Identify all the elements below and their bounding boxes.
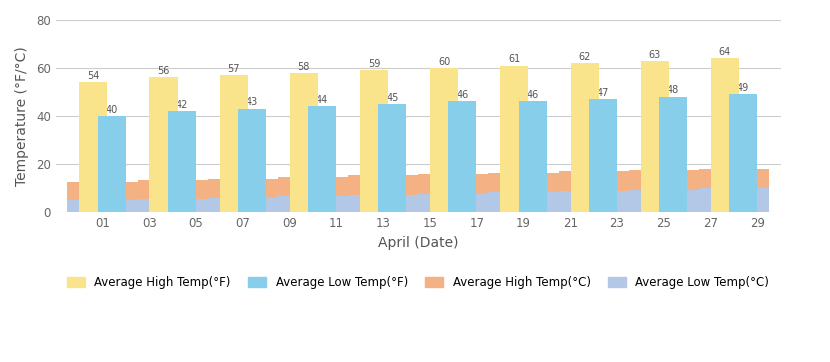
Text: 63: 63 xyxy=(648,50,661,59)
Bar xyxy=(238,109,266,212)
Text: 48: 48 xyxy=(666,85,679,96)
Text: 7.1: 7.1 xyxy=(384,184,400,194)
Text: 62: 62 xyxy=(579,52,591,62)
Text: 15.7: 15.7 xyxy=(433,163,455,173)
Bar xyxy=(220,75,247,212)
Text: 12.3: 12.3 xyxy=(83,172,104,181)
Text: 60: 60 xyxy=(438,57,451,67)
Text: 45: 45 xyxy=(386,93,398,103)
Text: 46: 46 xyxy=(526,90,539,100)
Bar xyxy=(699,188,769,212)
Text: 42: 42 xyxy=(176,100,188,110)
Bar xyxy=(430,68,458,212)
Text: 8.0: 8.0 xyxy=(525,182,540,192)
Bar xyxy=(448,101,476,212)
Bar xyxy=(659,97,687,212)
Text: 9.7: 9.7 xyxy=(735,178,751,188)
Bar xyxy=(699,169,769,212)
Bar xyxy=(629,190,699,212)
Bar xyxy=(348,176,418,212)
Bar xyxy=(500,66,529,212)
Text: 47: 47 xyxy=(597,88,609,98)
Bar xyxy=(710,58,739,212)
Bar xyxy=(488,173,559,212)
Text: 58: 58 xyxy=(298,62,310,72)
Text: 64: 64 xyxy=(719,47,731,57)
Text: 16.2: 16.2 xyxy=(504,162,525,172)
Text: 4.7: 4.7 xyxy=(104,190,120,200)
Bar xyxy=(308,106,336,212)
Text: 6.7: 6.7 xyxy=(315,185,330,195)
Text: 61: 61 xyxy=(508,54,520,64)
Bar xyxy=(278,195,348,212)
Text: 8.6: 8.6 xyxy=(595,180,610,190)
Bar xyxy=(348,195,418,212)
Bar xyxy=(519,101,547,212)
Bar xyxy=(570,63,598,212)
Text: 13.1: 13.1 xyxy=(153,169,174,180)
Bar xyxy=(729,94,757,212)
Text: 54: 54 xyxy=(87,71,100,81)
Bar xyxy=(378,104,407,212)
Legend: Average High Temp(°F), Average Low Temp(°F), Average High Temp(°C), Average Low : Average High Temp(°F), Average Low Temp(… xyxy=(62,271,774,294)
Bar xyxy=(138,180,208,212)
Bar xyxy=(168,111,196,212)
Bar xyxy=(98,116,125,212)
Text: 49: 49 xyxy=(737,83,749,93)
Text: 14.5: 14.5 xyxy=(293,166,315,176)
Bar xyxy=(208,198,278,212)
Text: 16.8: 16.8 xyxy=(574,161,595,171)
Text: 56: 56 xyxy=(158,66,169,76)
X-axis label: April (Date): April (Date) xyxy=(378,236,458,251)
Bar xyxy=(629,170,699,212)
Text: 13.8: 13.8 xyxy=(223,168,244,178)
Bar xyxy=(67,182,138,212)
Bar xyxy=(80,82,107,212)
Y-axis label: Temperature (°F/°C): Temperature (°F/°C) xyxy=(15,46,29,186)
Bar xyxy=(488,193,559,212)
Bar xyxy=(67,201,138,212)
Text: 17.3: 17.3 xyxy=(644,160,666,169)
Bar xyxy=(559,171,629,212)
Text: 59: 59 xyxy=(368,59,380,69)
Text: 44: 44 xyxy=(316,95,328,105)
Bar xyxy=(641,61,669,212)
Text: 5.9: 5.9 xyxy=(244,187,260,197)
Bar xyxy=(208,178,278,212)
Bar xyxy=(138,199,208,212)
Text: 43: 43 xyxy=(246,97,258,108)
Bar xyxy=(149,77,178,212)
Text: 57: 57 xyxy=(227,64,240,74)
Text: 17.7: 17.7 xyxy=(714,159,735,169)
Text: 46: 46 xyxy=(457,90,469,100)
Bar xyxy=(290,73,318,212)
Text: 9.1: 9.1 xyxy=(666,179,681,189)
Text: 7.5: 7.5 xyxy=(455,183,470,193)
Bar xyxy=(559,191,629,212)
Bar xyxy=(588,99,617,212)
Bar xyxy=(360,70,388,212)
Text: 5.3: 5.3 xyxy=(174,188,189,198)
Bar xyxy=(418,174,488,212)
Text: 40: 40 xyxy=(105,105,118,115)
Bar xyxy=(418,194,488,212)
Text: 15.1: 15.1 xyxy=(364,165,385,175)
Bar xyxy=(278,177,348,212)
